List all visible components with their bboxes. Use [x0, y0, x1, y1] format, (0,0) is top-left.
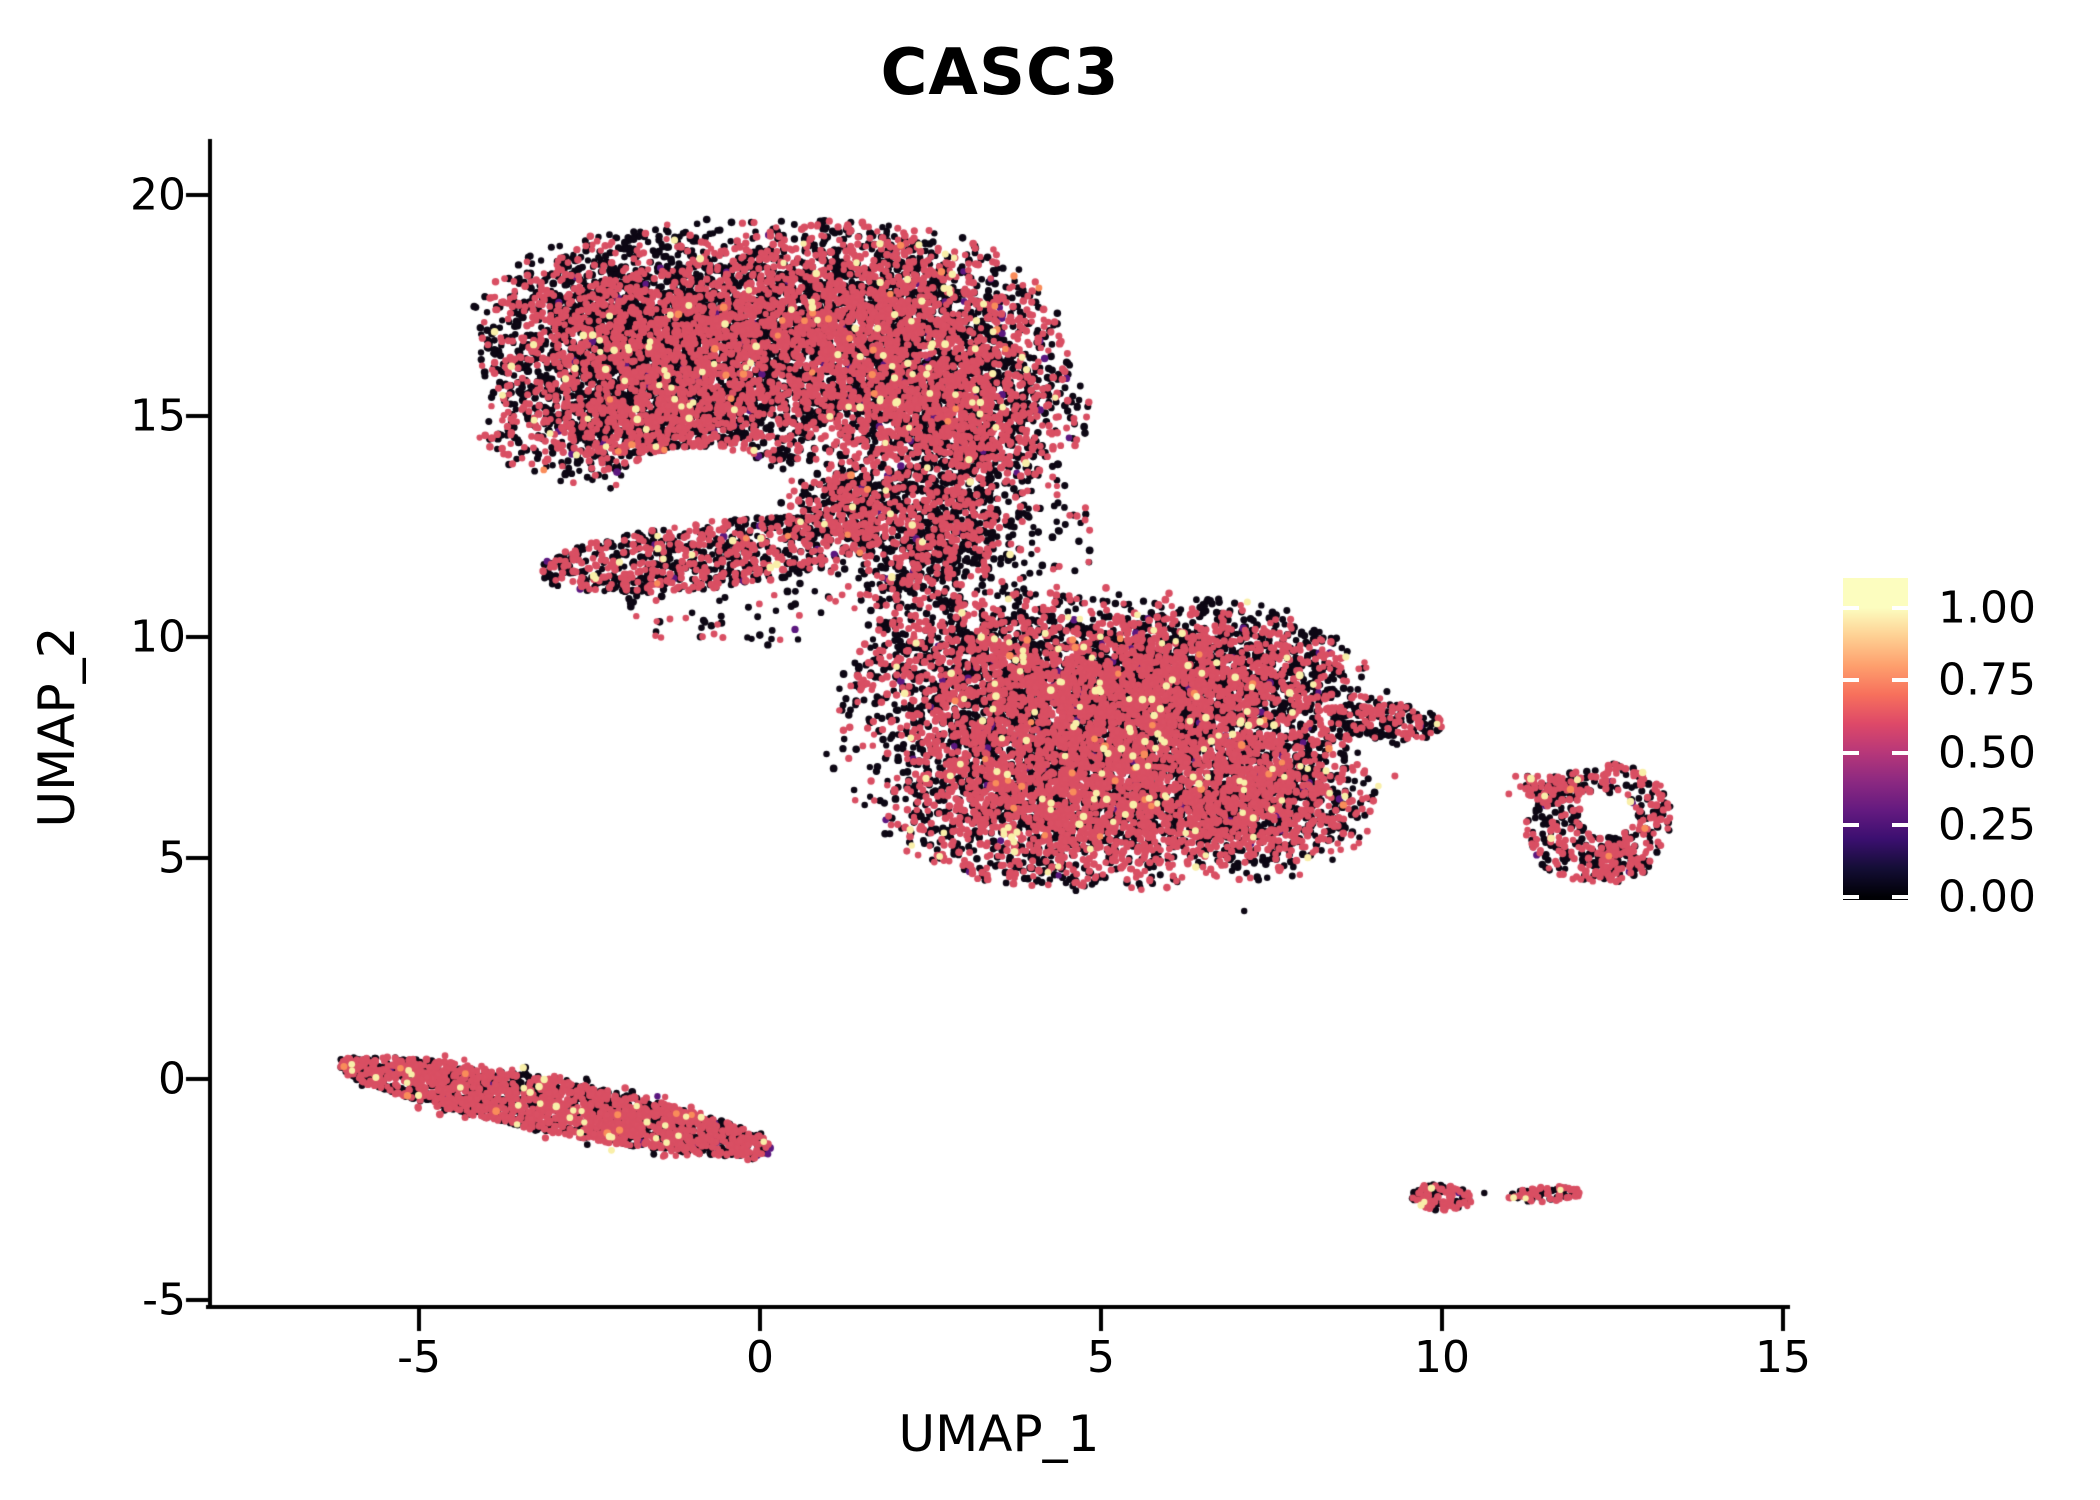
colorbar-tick-label: 0.00	[1938, 871, 2036, 923]
colorbar-tick-mark	[1843, 678, 1859, 683]
y-tick-label: 10	[130, 611, 186, 663]
colorbar-tick-mark	[1843, 605, 1859, 610]
colorbar-tick-mark	[1892, 750, 1908, 755]
plot-title: CASC3	[880, 36, 1120, 110]
x-tick-label: -5	[397, 1332, 441, 1383]
x-tick-label: 10	[1414, 1332, 1470, 1383]
colorbar-tick-label: 0.50	[1938, 727, 2036, 779]
y-tick-label: 15	[130, 390, 186, 442]
colorbar-tick-mark	[1843, 822, 1859, 827]
x-tick-label: 5	[1087, 1332, 1115, 1383]
x-axis-title: UMAP_1	[898, 1405, 1100, 1463]
colorbar-gradient	[1843, 578, 1908, 900]
colorbar-tick-mark	[1892, 678, 1908, 683]
colorbar-tick-mark	[1892, 605, 1908, 610]
y-tick-label: 0	[158, 1053, 186, 1105]
colorbar-tick-label: 0.75	[1938, 654, 2036, 706]
colorbar-tick-mark	[1892, 822, 1908, 827]
colorbar-tick-mark	[1843, 895, 1859, 900]
x-tick-label: 15	[1755, 1332, 1811, 1383]
y-tick-label: 20	[130, 169, 186, 221]
colorbar-tick-mark	[1843, 750, 1859, 755]
colorbar-tick-label: 0.25	[1938, 799, 2036, 851]
y-axis-title: UMAP_2	[28, 626, 86, 828]
y-tick-label: 5	[158, 832, 186, 884]
y-tick-label: -5	[142, 1274, 186, 1326]
x-tick-label: 0	[746, 1332, 774, 1383]
colorbar-tick-mark	[1892, 895, 1908, 900]
colorbar-tick-label: 1.00	[1938, 582, 2036, 634]
